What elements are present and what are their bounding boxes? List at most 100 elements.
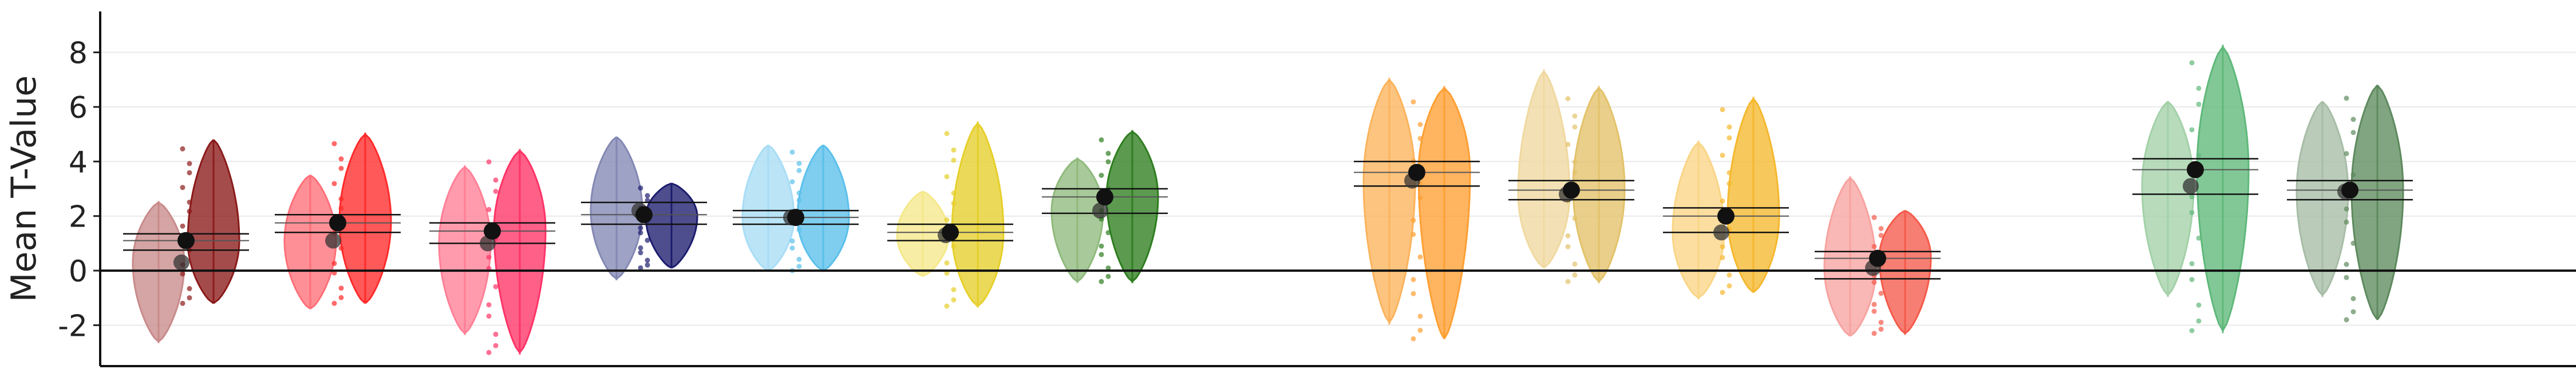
data-point — [796, 190, 802, 196]
data-point — [180, 271, 185, 277]
mean-marker — [787, 209, 804, 227]
data-point — [1411, 217, 1416, 223]
data-point — [789, 149, 795, 155]
mean-marker — [635, 206, 653, 224]
violin-right-half — [1417, 85, 1445, 340]
violin-right-half — [364, 132, 392, 304]
y-tick-label: 4 — [69, 145, 88, 180]
data-point — [1726, 135, 1732, 141]
data-point — [1105, 230, 1111, 236]
data-point — [2196, 101, 2202, 107]
data-point — [1105, 273, 1111, 279]
mean-marker — [1869, 249, 1886, 267]
data-point — [2189, 277, 2195, 283]
data-point — [796, 197, 802, 203]
data-point — [2189, 328, 2195, 334]
left-mean-marker — [2183, 178, 2199, 194]
violin-right-half — [493, 148, 521, 355]
data-point — [1565, 141, 1571, 147]
data-point — [2189, 127, 2195, 133]
data-point — [1417, 254, 1423, 260]
left-mean-marker — [325, 232, 341, 249]
violin-right-half — [1443, 85, 1471, 340]
data-point — [1105, 265, 1111, 271]
violin-right-half — [1752, 96, 1780, 293]
violin-right-half — [670, 182, 698, 269]
data-point — [645, 197, 650, 203]
data-point — [1572, 170, 1578, 176]
data-point — [1105, 159, 1111, 165]
data-point — [2189, 261, 2195, 267]
violin-right-half — [2196, 44, 2224, 334]
violin-left-half — [767, 144, 795, 272]
data-point — [638, 250, 643, 256]
violin-right-half — [1904, 209, 1932, 335]
data-point — [338, 205, 344, 211]
violin-layer — [123, 44, 2413, 355]
data-point — [187, 208, 192, 214]
data-point — [944, 130, 950, 136]
data-point — [1726, 272, 1732, 278]
violin-right-half — [187, 139, 215, 304]
violin-right-half — [2222, 44, 2250, 334]
data-point — [1099, 279, 1104, 284]
data-point — [951, 287, 957, 292]
data-point — [1878, 291, 1884, 296]
data-point — [645, 262, 650, 268]
data-point — [187, 295, 192, 301]
data-point — [1878, 233, 1884, 239]
data-point — [1871, 279, 1877, 285]
data-point — [638, 245, 643, 251]
data-point — [2189, 210, 2195, 216]
data-point — [1720, 198, 1725, 204]
data-point — [789, 245, 795, 251]
data-point — [331, 181, 337, 186]
data-point — [796, 168, 802, 173]
data-point — [1099, 252, 1104, 257]
data-point — [1720, 244, 1725, 249]
data-point — [951, 190, 957, 196]
data-point — [2350, 172, 2356, 177]
violin-left-half — [896, 190, 924, 277]
mean-marker — [329, 214, 346, 232]
data-point — [331, 261, 337, 267]
data-point — [944, 217, 950, 223]
data-point — [1105, 150, 1111, 156]
violin-left-half — [438, 165, 466, 336]
mean-marker — [177, 232, 195, 249]
data-point — [1411, 99, 1416, 105]
data-point — [2189, 60, 2195, 66]
violin-left-half — [1388, 77, 1416, 326]
data-point — [1572, 124, 1578, 130]
violin-left-half — [1823, 176, 1851, 337]
data-point — [331, 141, 337, 146]
violin-right-half — [2376, 84, 2404, 320]
violin-right-half — [1131, 129, 1159, 284]
data-point — [493, 343, 499, 348]
data-point — [1411, 291, 1416, 296]
violin-right-half — [1878, 209, 1906, 335]
data-point — [331, 300, 337, 306]
data-point — [1871, 301, 1877, 307]
violin-right-half — [822, 144, 850, 272]
data-point — [1871, 308, 1877, 314]
data-point — [2196, 318, 2202, 324]
data-point — [1411, 336, 1416, 342]
data-point — [1565, 233, 1571, 239]
data-point — [1099, 172, 1104, 178]
data-point — [180, 223, 185, 229]
data-point — [645, 257, 650, 263]
data-point — [944, 174, 950, 180]
mean-marker — [1408, 164, 1425, 181]
data-point — [951, 297, 957, 303]
left-mean-marker — [173, 254, 189, 271]
data-point — [2344, 151, 2349, 157]
data-point — [1871, 331, 1877, 336]
data-point — [1572, 216, 1578, 221]
data-point — [486, 159, 492, 165]
y-tick-label: -2 — [58, 309, 88, 343]
data-point — [1572, 272, 1578, 278]
data-point — [493, 284, 499, 289]
data-point — [796, 161, 802, 166]
